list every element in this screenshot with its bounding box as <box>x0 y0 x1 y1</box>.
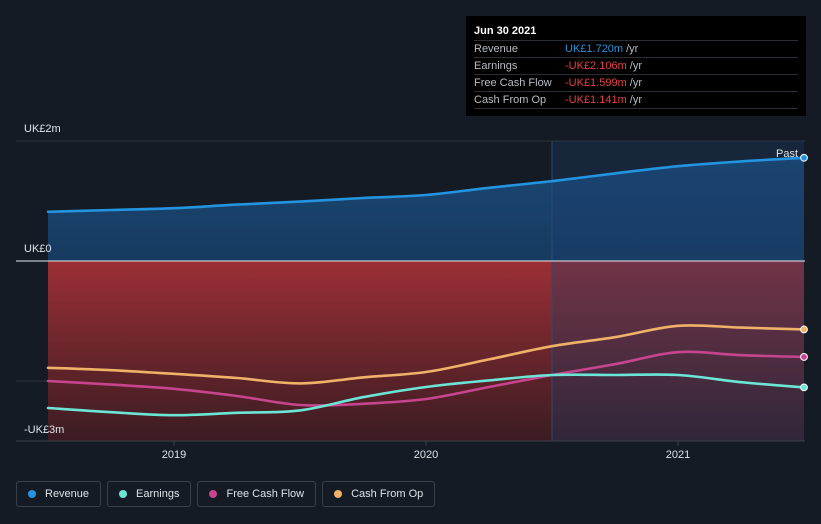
series-line-revenue <box>46 156 806 214</box>
tooltip-label: Revenue <box>474 43 519 55</box>
tooltip-value: -UK£2.106m <box>565 60 627 72</box>
legend-label: Revenue <box>45 488 90 500</box>
tooltip-unit: /yr <box>629 60 642 72</box>
tooltip-unit: /yr <box>626 43 639 55</box>
series-end-point-free-cash-flow <box>800 353 808 361</box>
series-line-cash-from-op <box>46 324 806 385</box>
x-tick-label: 2019 <box>162 449 186 461</box>
series-line-free-cash-flow <box>46 350 806 407</box>
tooltip-date: Jun 30 2021 <box>474 23 798 41</box>
y-tick-label: UK£2m <box>24 123 61 135</box>
series-end-point-revenue <box>800 153 808 162</box>
past-overlay <box>552 141 804 441</box>
legend-dot-icon <box>28 490 36 498</box>
tooltip-row-cash-from-op: Cash From Op -UK£1.141m /yr <box>474 92 798 109</box>
series-line-earnings <box>46 373 806 417</box>
series-end-point-earnings <box>800 383 808 392</box>
tooltip: Jun 30 2021 Revenue UK£1.720m /yr Earnin… <box>466 16 806 116</box>
legend: Revenue Earnings Free Cash Flow Cash Fro… <box>16 481 436 507</box>
legend-item-revenue[interactable]: Revenue <box>16 481 102 507</box>
tooltip-value: -UK£1.599m <box>565 77 627 89</box>
legend-dot-icon <box>119 490 128 498</box>
tooltip-unit: /yr <box>629 77 642 89</box>
tooltip-label: Cash From Op <box>474 94 547 106</box>
tooltip-row-earnings: Earnings -UK£2.106m /yr <box>474 58 798 75</box>
legend-label: Free Cash Flow <box>226 488 305 500</box>
tooltip-row-revenue: Revenue UK£1.720m /yr <box>474 41 798 58</box>
axis-layer: UK£2m UK£0 -UK£3m 2019 2020 2021 <box>16 123 805 461</box>
tooltip-label: Earnings <box>474 60 518 72</box>
legend-label: Earnings <box>136 488 180 500</box>
tooltip-label: Free Cash Flow <box>474 77 552 89</box>
x-tick-label: 2021 <box>666 449 690 461</box>
y-tick-label: UK£0 <box>24 243 52 255</box>
revenue-area <box>48 157 804 261</box>
series-end-point-cash-from-op <box>800 325 808 334</box>
area-layer <box>48 157 804 441</box>
legend-dot-icon <box>209 490 218 498</box>
y-tick-label: -UK£3m <box>24 424 64 436</box>
legend-item-cash-from-op[interactable]: Cash From Op <box>322 481 436 507</box>
legend-item-earnings[interactable]: Earnings <box>107 481 192 507</box>
tooltip-unit: /yr <box>629 94 642 106</box>
tooltip-value: -UK£1.141m <box>565 94 627 106</box>
line-layer <box>46 153 808 417</box>
x-tick-label: 2020 <box>414 449 438 461</box>
past-label: Past <box>776 148 798 160</box>
legend-item-free-cash-flow[interactable]: Free Cash Flow <box>197 481 317 507</box>
past-region <box>551 141 804 441</box>
tooltip-row-free-cash-flow: Free Cash Flow -UK£1.599m /yr <box>474 75 798 92</box>
tooltip-value: UK£1.720m <box>565 43 624 55</box>
legend-label: Cash From Op <box>351 488 424 500</box>
legend-dot-icon <box>334 490 343 498</box>
